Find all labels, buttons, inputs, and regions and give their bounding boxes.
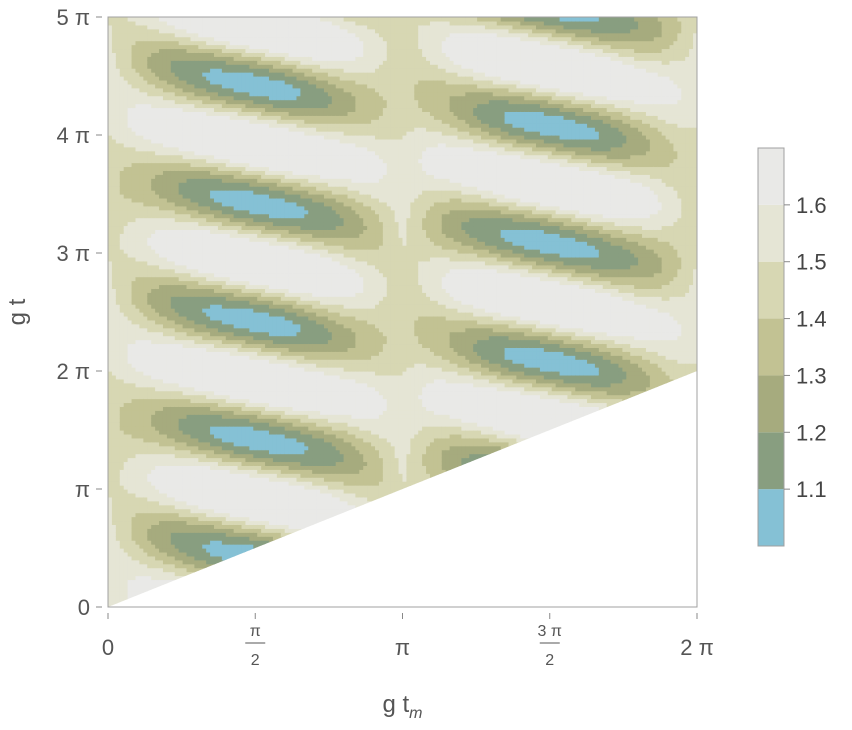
- x-tick-numerator: π: [250, 623, 261, 640]
- y-tick-label: 3 π: [56, 241, 90, 266]
- legend-swatch: [758, 261, 784, 319]
- legend-label: 1.4: [796, 307, 827, 332]
- y-tick-label: 4 π: [56, 123, 90, 148]
- y-axis-title: g t: [4, 298, 31, 325]
- legend-swatch: [758, 318, 784, 376]
- y-tick-label: 5 π: [56, 5, 90, 30]
- legend-label: 1.6: [796, 193, 827, 218]
- x-axis: 0 π 2 π 3 π 2 2 π: [102, 613, 714, 669]
- x-tick-denominator: 2: [545, 652, 554, 669]
- legend-label: 1.1: [796, 477, 827, 502]
- x-axis-title: g tm: [382, 691, 422, 722]
- plot-frame: [107, 16, 698, 608]
- x-tick-denominator: 2: [251, 652, 260, 669]
- legend-swatch: [758, 489, 784, 546]
- legend-label: 1.3: [796, 363, 827, 388]
- legend-swatch: [758, 375, 784, 433]
- legend-label: 1.2: [796, 420, 827, 445]
- legend-label: 1.5: [796, 250, 827, 275]
- x-tick-label: 0: [102, 635, 114, 660]
- contour-bands: [108, 17, 697, 607]
- y-tick-label: 0: [78, 595, 90, 620]
- color-legend: 1.1 1.2 1.3 1.4 1.5 1.6: [757, 147, 827, 547]
- y-axis: 0 π 2 π 3 π 4 π 5 π: [56, 5, 102, 620]
- legend-swatch: [758, 204, 784, 262]
- legend-swatch: [758, 148, 784, 205]
- x-tick-label: π: [395, 635, 410, 660]
- x-tick-label: 2 π: [680, 635, 714, 660]
- x-tick-numerator: 3 π: [538, 623, 562, 640]
- y-tick-label: π: [75, 477, 90, 502]
- legend-swatch: [758, 432, 784, 490]
- y-tick-label: 2 π: [56, 359, 90, 384]
